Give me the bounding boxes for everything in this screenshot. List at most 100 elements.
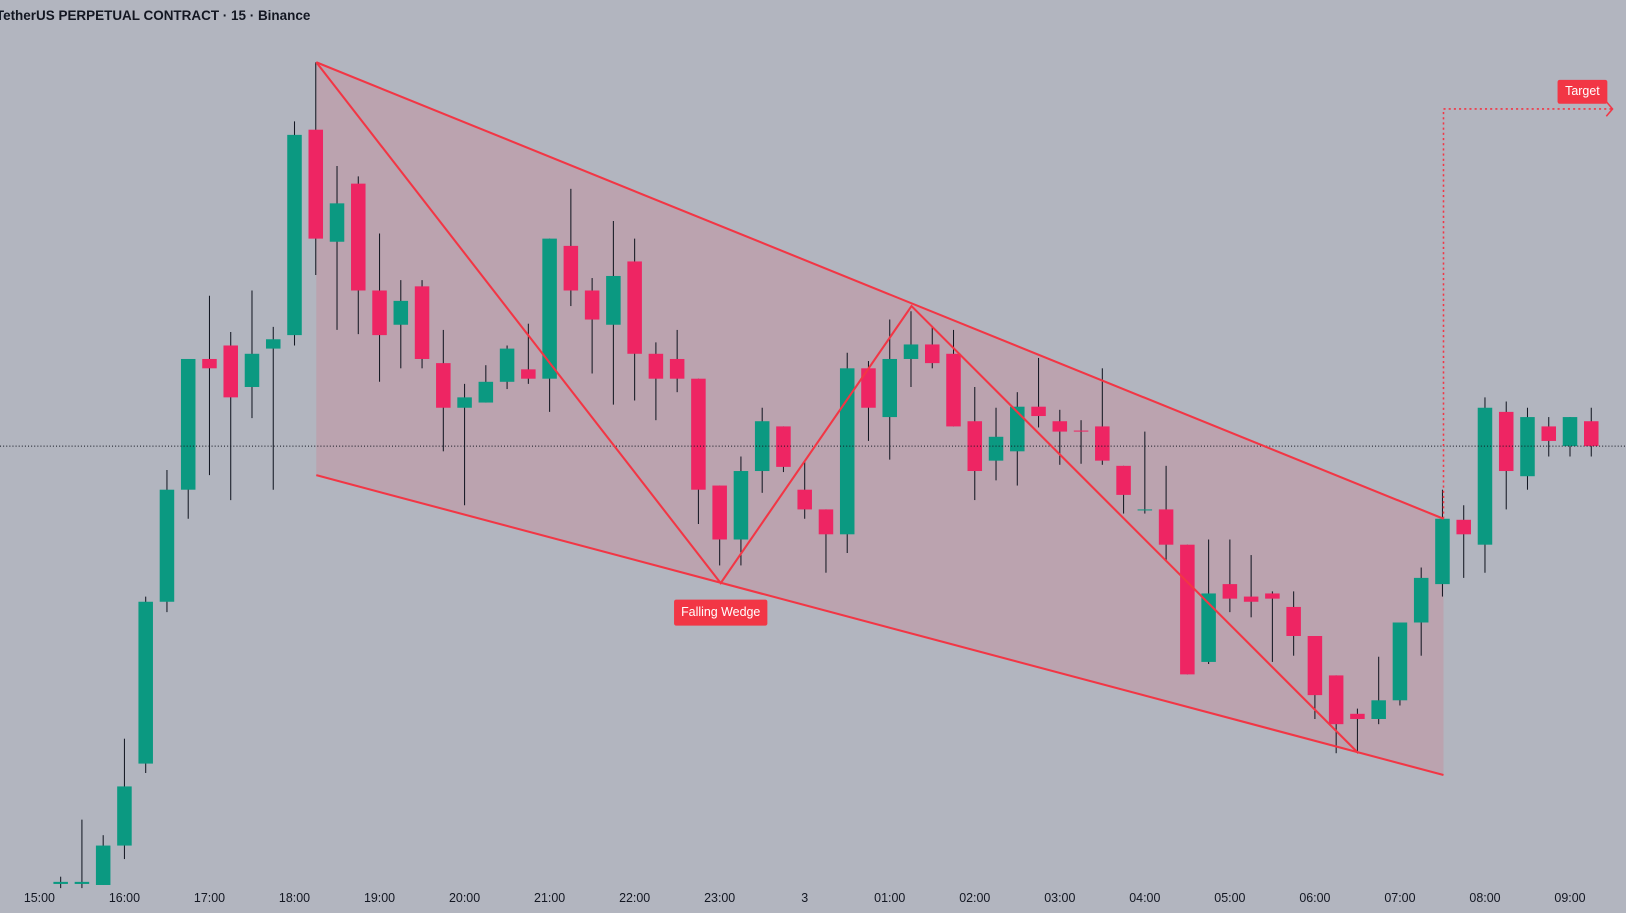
candle-body xyxy=(1052,421,1068,432)
candle-body xyxy=(924,344,940,364)
candle-body xyxy=(1498,411,1514,472)
candle-body xyxy=(372,290,387,336)
candle-body xyxy=(1456,519,1471,535)
candles xyxy=(0,62,1626,889)
candle-body xyxy=(1435,518,1450,585)
candle-body xyxy=(691,378,706,490)
wedge-lower xyxy=(316,474,1444,777)
x-tick-label: 08:00 xyxy=(1469,891,1500,905)
x-tick-label: 02:00 xyxy=(959,891,990,905)
candle-body xyxy=(95,845,111,885)
candle-body xyxy=(1328,675,1344,725)
x-tick-label: 01:00 xyxy=(874,891,905,905)
candle-body xyxy=(1413,577,1429,623)
x-tick-label: 22:00 xyxy=(619,891,650,905)
candle-body xyxy=(946,353,961,427)
candle-body xyxy=(329,203,345,242)
label-box xyxy=(674,599,768,626)
candle-body xyxy=(584,290,600,320)
candle-body xyxy=(1010,406,1025,452)
candle-body xyxy=(1073,430,1089,432)
x-tick-label: 16:00 xyxy=(109,891,140,905)
candle-body xyxy=(776,426,791,467)
candle-body xyxy=(627,261,642,354)
candle-body xyxy=(180,358,196,490)
wedge-lines xyxy=(315,61,1614,777)
candle-body xyxy=(1137,509,1153,511)
x-tick-label: 03:00 xyxy=(1044,891,1075,905)
target-label: Target xyxy=(1565,84,1600,98)
candle-body xyxy=(606,275,621,325)
candle-body xyxy=(1392,622,1408,701)
candle-body xyxy=(202,358,217,369)
candle-body xyxy=(1031,406,1046,417)
candle-body xyxy=(733,471,749,540)
candle-body xyxy=(287,134,302,336)
pattern-label: Falling Wedge xyxy=(681,605,760,619)
candle-body xyxy=(1222,584,1238,599)
x-tick-label: 06:00 xyxy=(1299,891,1330,905)
candle-body xyxy=(53,881,68,884)
x-tick-label: 19:00 xyxy=(364,891,395,905)
candle-body xyxy=(457,397,472,408)
candle-body xyxy=(414,286,430,359)
candle-body xyxy=(499,348,515,382)
candle-body xyxy=(1243,596,1259,602)
candle-body xyxy=(542,238,557,379)
candle-body xyxy=(74,881,90,884)
candle-body xyxy=(138,601,153,764)
candle-body xyxy=(223,345,238,398)
candle-body xyxy=(563,245,579,291)
candle-body xyxy=(351,183,366,291)
candle-body xyxy=(1307,635,1323,696)
chart-title: TetherUS PERPETUAL CONTRACT · 15 · Binan… xyxy=(0,8,311,23)
wedge-area xyxy=(316,62,1444,776)
candle-body xyxy=(1265,593,1280,599)
candle-body xyxy=(308,129,324,239)
candle-body xyxy=(1371,700,1386,719)
x-tick-label: 09:00 xyxy=(1554,891,1585,905)
x-tick-label: 21:00 xyxy=(534,891,565,905)
candle-body xyxy=(1477,407,1493,545)
candle-body xyxy=(159,489,175,602)
candle-body xyxy=(1562,417,1578,447)
wedge-zigzag xyxy=(315,61,1360,754)
candle-body xyxy=(839,368,855,535)
candle-body xyxy=(882,358,897,418)
candle-body xyxy=(521,369,536,379)
candle-body xyxy=(1541,426,1557,441)
candle-body xyxy=(436,363,451,408)
candle-body xyxy=(712,485,727,540)
x-tick-label: 18:00 xyxy=(279,891,310,905)
label-box xyxy=(1557,79,1608,104)
candle-body xyxy=(1584,421,1599,447)
x-tick-label: 04:00 xyxy=(1129,891,1160,905)
candle-body xyxy=(1158,509,1174,545)
x-tick-label: 20:00 xyxy=(449,891,480,905)
candle-body xyxy=(265,339,281,349)
candle-body xyxy=(1116,465,1131,495)
target-arrow xyxy=(1605,101,1614,117)
target-line xyxy=(1442,108,1613,519)
wedge-upper xyxy=(315,61,1444,520)
x-tick-label: 05:00 xyxy=(1214,891,1245,905)
candle-body xyxy=(648,353,664,379)
candle-body xyxy=(903,344,919,359)
candle-body xyxy=(1201,593,1216,662)
x-tick-label: 23:00 xyxy=(704,891,735,905)
x-tick-label: 07:00 xyxy=(1384,891,1415,905)
candle-body xyxy=(1180,544,1195,675)
candle-body xyxy=(1095,426,1110,461)
candle-body xyxy=(117,786,132,846)
candle-body xyxy=(861,368,876,408)
candle-body xyxy=(1286,606,1301,636)
candle-body xyxy=(393,300,409,325)
candle-body xyxy=(1350,713,1365,719)
candle-body xyxy=(988,436,1004,461)
x-tick-label: 3 xyxy=(801,891,808,905)
candle-body xyxy=(797,489,812,510)
candle-body xyxy=(244,353,260,387)
